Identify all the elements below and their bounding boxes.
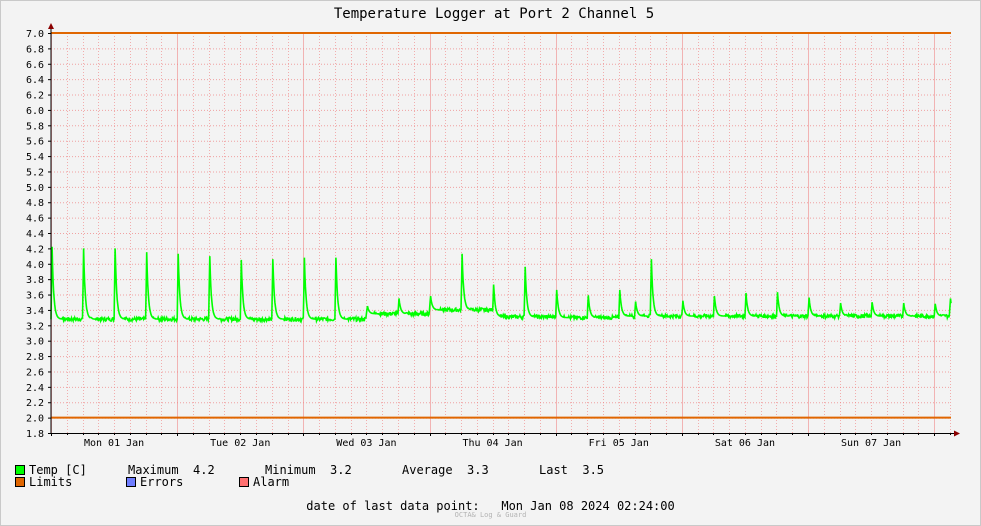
last-point-value: Mon Jan 08 2024 02:24:00 bbox=[501, 499, 675, 513]
legend-errors-label: Errors bbox=[140, 475, 184, 489]
y-tick-label: 6.4 bbox=[26, 75, 44, 86]
legend-limits-label: Limits bbox=[29, 475, 73, 489]
legend-alarm-label: Alarm bbox=[253, 475, 290, 489]
legend-temp-label: Temp [C] bbox=[29, 463, 87, 477]
minimum-label: Minimum bbox=[265, 463, 316, 477]
y-tick-labels: 7.0 6.8 6.6 6.4 6.2 6.0 5.8 5.6 5.4 5.2 5.0 4.8 4.6 4… bbox=[26, 29, 44, 440]
chart-title: Temperature Logger at Port 2 Channel 5 bbox=[334, 6, 654, 22]
y-tick-label: 5.4 bbox=[26, 152, 44, 163]
y-tick-label: 5.8 bbox=[26, 121, 44, 132]
y-tick-label: 6.0 bbox=[26, 106, 44, 117]
x-tick-label: Mon 01 Jan bbox=[84, 438, 144, 449]
series-line-temp bbox=[50, 246, 952, 325]
y-tick-label: 6.8 bbox=[26, 44, 44, 55]
y-tick-label: 3.0 bbox=[26, 337, 44, 348]
y-tick-label: 4.6 bbox=[26, 214, 44, 225]
legend-row-1: Temp [C] bbox=[15, 463, 87, 477]
x-axis-arrow bbox=[954, 430, 960, 437]
last-data-point: date of last data point: Mon Jan 08 2024… bbox=[0, 499, 981, 513]
y-tick-label: 4.8 bbox=[26, 198, 44, 209]
y-axis-arrow bbox=[48, 23, 54, 29]
y-tick-label: 1.8 bbox=[26, 429, 44, 440]
average-value: 3.3 bbox=[467, 463, 489, 477]
y-tick-label: 3.2 bbox=[26, 321, 44, 332]
y-tick-label: 3.6 bbox=[26, 291, 44, 302]
y-tick-label: 6.6 bbox=[26, 60, 44, 71]
y-tick-label: 4.0 bbox=[26, 260, 44, 271]
limits-swatch bbox=[15, 477, 25, 487]
x-tick-label: Sun 07 Jan bbox=[841, 438, 901, 449]
x-tick-label: Thu 04 Jan bbox=[462, 438, 522, 449]
x-tick-label: Sat 06 Jan bbox=[715, 438, 775, 449]
x-tick-label: Wed 03 Jan bbox=[336, 438, 396, 449]
axes bbox=[48, 23, 960, 437]
limit-lines bbox=[51, 32, 951, 419]
y-tick-label: 2.6 bbox=[26, 367, 44, 378]
x-tick-labels: Mon 01 Jan Tue 02 Jan Wed 03 Jan Thu 04 Jan… bbox=[84, 438, 901, 449]
errors-swatch bbox=[126, 477, 136, 487]
y-tick-label: 2.4 bbox=[26, 383, 44, 394]
x-tick-label: Fri 05 Jan bbox=[589, 438, 649, 449]
y-tick-label: 3.8 bbox=[26, 275, 44, 286]
alarm-swatch bbox=[239, 477, 249, 487]
y-tick-label: 5.0 bbox=[26, 183, 44, 194]
legend-average: Average 3.3 bbox=[402, 463, 489, 477]
legend-limits: Limits bbox=[15, 475, 72, 489]
legend-last: Last 3.5 bbox=[539, 463, 604, 477]
maximum-label: Maximum bbox=[128, 463, 179, 477]
y-tick-label: 4.2 bbox=[26, 244, 44, 255]
average-label: Average bbox=[402, 463, 453, 477]
legend-minimum: Minimum 3.2 bbox=[265, 463, 352, 477]
last-point-label: date of last data point: bbox=[306, 499, 480, 513]
last-value: 3.5 bbox=[582, 463, 605, 477]
y-tick-label: 5.6 bbox=[26, 137, 44, 148]
y-tick-label: 3.4 bbox=[26, 306, 44, 317]
y-tick-label: 2.2 bbox=[26, 398, 44, 409]
x-tick-label: Tue 02 Jan bbox=[210, 438, 270, 449]
legend-errors: Errors bbox=[126, 475, 183, 489]
y-tick-label: 4.4 bbox=[26, 229, 44, 240]
y-tick-label: 2.8 bbox=[26, 352, 44, 363]
y-tick-label: 6.2 bbox=[26, 91, 44, 102]
legend-alarm: Alarm bbox=[239, 475, 289, 489]
last-label: Last bbox=[539, 463, 568, 477]
y-tick-label: 5.2 bbox=[26, 167, 44, 178]
temp-swatch bbox=[15, 465, 25, 475]
maximum-value: 4.2 bbox=[193, 463, 215, 477]
legend-maximum: Maximum 4.2 bbox=[128, 463, 215, 477]
credit-footnote: OCTA& Log & Guard bbox=[454, 511, 527, 519]
y-tick-label: 7.0 bbox=[26, 29, 44, 40]
y-tick-label: 2.0 bbox=[26, 414, 44, 425]
minimum-value: 3.2 bbox=[330, 463, 352, 477]
grid bbox=[51, 33, 951, 434]
series-layer bbox=[50, 246, 952, 325]
